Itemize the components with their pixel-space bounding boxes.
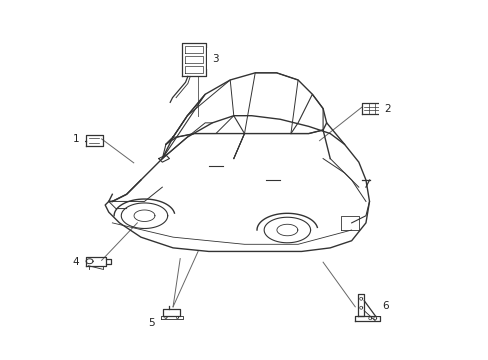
Text: 1: 1 bbox=[73, 134, 80, 144]
Text: 6: 6 bbox=[382, 301, 388, 311]
Text: 3: 3 bbox=[212, 54, 219, 64]
Text: 5: 5 bbox=[148, 318, 155, 328]
Text: 4: 4 bbox=[72, 257, 79, 267]
Text: 2: 2 bbox=[383, 104, 390, 113]
